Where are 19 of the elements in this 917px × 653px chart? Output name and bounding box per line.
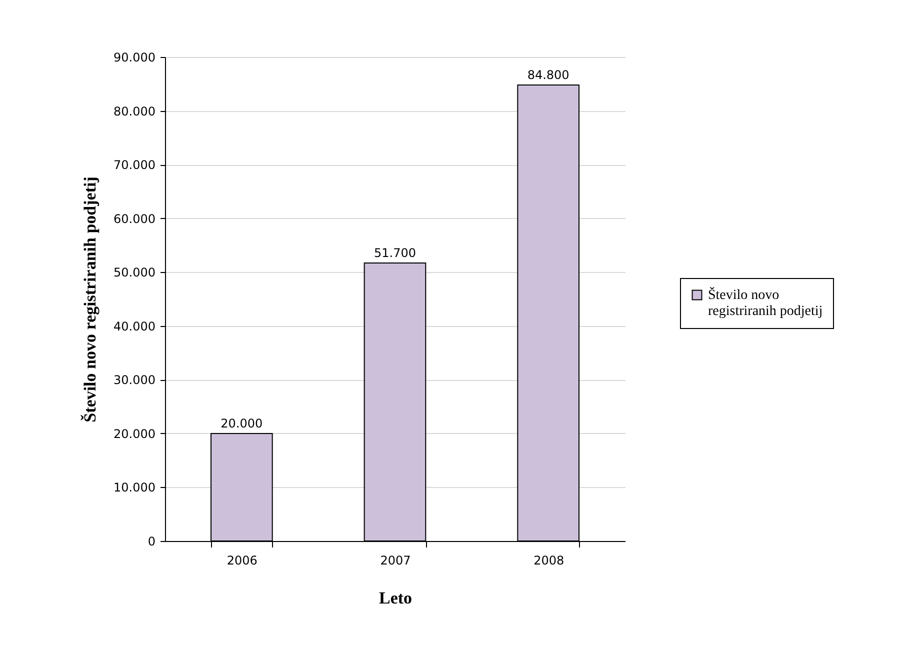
x-axis-title: Leto [378,588,412,608]
data-label: 51.700 [374,246,416,260]
y-tick-label: 80.000 [114,104,156,118]
y-tick-label: 50.000 [114,266,156,280]
y-tick-label: 70.000 [114,158,156,172]
data-label: 20.000 [220,416,263,430]
data-label: 84.800 [527,68,570,82]
y-tick-label: 40.000 [114,319,156,334]
legend-label: Število novo registriranih podjetij [708,286,823,319]
x-tick-label: 2006 [226,554,258,568]
y-tick-label: 90.000 [114,50,156,64]
y-axis-title: Število novo registriranih podjetij [80,176,100,422]
y-tick-label: 0 [148,534,156,548]
x-tick-label: 2008 [534,554,564,568]
y-tick-label: 30.000 [114,373,156,388]
y-tick-label: 60.000 [114,212,156,226]
x-tick-label: 2007 [380,554,411,568]
y-tick-label: 10.000 [114,480,156,495]
y-tick-label: 20.000 [114,426,156,441]
